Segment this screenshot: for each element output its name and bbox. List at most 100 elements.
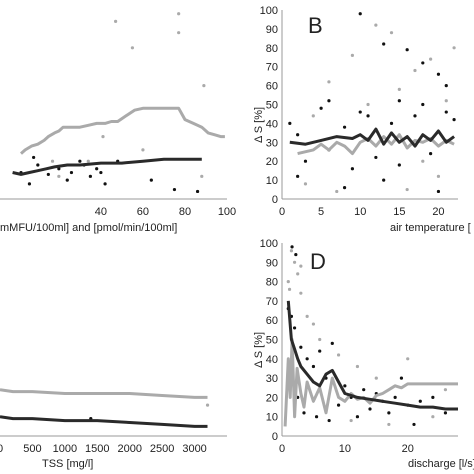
panel-b-point-black (421, 61, 425, 65)
panel-a-point-gray (177, 12, 181, 16)
panel-a-xtick-label: 80 (179, 206, 191, 218)
panel-a-point-gray (57, 174, 61, 178)
panel-d-point-gray (289, 249, 294, 253)
panel-d-label: D (310, 249, 326, 274)
panel-d-ytick-label: 50 (266, 335, 278, 347)
panel-a-point-gray (177, 31, 181, 35)
panel-b-series-black-line (289, 127, 455, 148)
panel-c-xtick-label: 3000 (182, 443, 206, 455)
panel-d-point-black (393, 395, 397, 399)
panel-c-xtick-label: 0 (0, 443, 3, 455)
panel-b-ytick-label: 30 (266, 137, 278, 149)
panel-a-point-gray (86, 159, 90, 163)
panel-a-point-gray (50, 159, 55, 163)
panel-b-point-black (327, 99, 331, 103)
panel-d-point-gray (311, 322, 316, 326)
panel-d-point-black (299, 345, 303, 349)
panel-c-series-black-line (0, 415, 208, 428)
panel-d-point-black (290, 245, 294, 249)
panel-b-xtick-label: 20 (432, 206, 444, 218)
panel-b-point-gray (374, 23, 378, 27)
panel-b-point-black (358, 12, 362, 16)
panel-d-xtick-label: 0 (279, 443, 285, 455)
panel-d-point-black (399, 376, 404, 380)
panel-b-ytick-label: 50 (266, 100, 278, 112)
panel-d-point-black (336, 403, 341, 407)
panel-b-ytick-label: 10 (266, 175, 278, 187)
panel-a-point-black (88, 174, 92, 178)
panel-b-ytick-label: 60 (266, 81, 278, 93)
panel-a-series-gray-line (20, 106, 225, 155)
panel-a-point-black (99, 170, 103, 175)
panel-a-point-gray (114, 19, 118, 23)
panel-b-point-black (397, 99, 401, 103)
panel-a-xtick-label: 40 (95, 206, 107, 218)
panel-b-point-gray (429, 57, 433, 61)
panel-b-xtick-label: 15 (393, 206, 405, 218)
panel-c-xlabel: TSS [mg/l] (42, 458, 93, 470)
panel-d-ytick-label: 80 (266, 277, 278, 289)
panel-a-point-gray (200, 174, 204, 178)
panel-b-point-black (303, 159, 308, 163)
panel-b-point-gray (444, 99, 448, 103)
panel-b-ytick-label: 20 (266, 156, 278, 168)
panel-d-xtick-label: 10 (339, 443, 351, 455)
panel-c-xtick-label: 1000 (53, 443, 77, 455)
panel-d-series-gray-line (283, 338, 458, 427)
panel-d-point-black (294, 252, 298, 257)
panel-b-ytick-label: 40 (266, 118, 278, 130)
panel-d-point-gray (305, 314, 309, 318)
panel-d-point-black (292, 326, 297, 330)
panel-a-point-gray (130, 46, 135, 50)
panel-b-point-black (382, 178, 386, 182)
panel-b-point-black (397, 163, 401, 167)
panel-d-point-gray (292, 260, 297, 264)
panel-d-ytick-label: 60 (266, 315, 278, 327)
panel-c-xtick-label: 2500 (150, 443, 174, 455)
panel-d-point-black (305, 357, 309, 361)
panel-b-point-black (389, 121, 394, 125)
panel-b-ytick-label: 80 (266, 43, 278, 55)
panel-d-ylabel: Δ S [%] (253, 332, 265, 368)
panel-d-point-black (443, 411, 448, 415)
panel-b-point-black (358, 110, 362, 114)
panel-d-point-gray (349, 418, 353, 423)
panel-b-point-gray (327, 80, 331, 84)
panel-b-xlabel: air temperature [ (390, 222, 471, 234)
panel-d-point-gray (387, 422, 391, 427)
panel-b-point-gray (303, 182, 308, 186)
panel-d-ytick-label: 30 (266, 373, 278, 385)
panel-b-point-black (413, 114, 417, 118)
panel-d-series-black-line (286, 300, 458, 411)
panel-b-xtick-label: 0 (279, 206, 285, 218)
panel-a-point-gray (101, 135, 105, 139)
panel-b-point-black (405, 48, 409, 52)
panel-d-point-black (362, 388, 366, 392)
panel-d-point-gray (355, 364, 360, 369)
panel-d-point-gray (374, 376, 378, 380)
panel-b-point-black (319, 106, 323, 110)
panel-d-point-black (368, 407, 372, 411)
panel-b-point-black (374, 155, 378, 160)
panel-d-point-black (330, 341, 334, 345)
panel-b-point-black (436, 72, 441, 76)
panel-d-point-gray (299, 291, 303, 295)
panel-d-point-gray (287, 287, 292, 291)
panel-b-point-gray (389, 31, 394, 35)
panel-d-ytick-label: 40 (266, 354, 278, 366)
panel-a-point-black (69, 170, 74, 175)
panel-d-ytick-label: 10 (266, 412, 278, 424)
plot-layer: 4060801000510152001020304050607080901000… (0, 5, 458, 455)
panel-c-xtick-label: 1500 (85, 443, 109, 455)
panel-a-xlabel: mMFU/100ml] and [pmol/min/100ml] (0, 222, 177, 234)
panel-c-xtick-label: 500 (23, 443, 41, 455)
panel-d-point-gray (336, 353, 341, 357)
panel-d-point-black (418, 399, 422, 403)
panel-b-ytick-label: 90 (266, 24, 278, 36)
panel-b-ytick-label: 70 (266, 62, 278, 74)
panel-a-series-black-line (12, 157, 202, 176)
panel-a-point-black (149, 178, 153, 182)
panel-d-point-black (431, 395, 435, 399)
panel-b-point-black (436, 189, 441, 194)
panel-d-point-gray (443, 388, 448, 392)
